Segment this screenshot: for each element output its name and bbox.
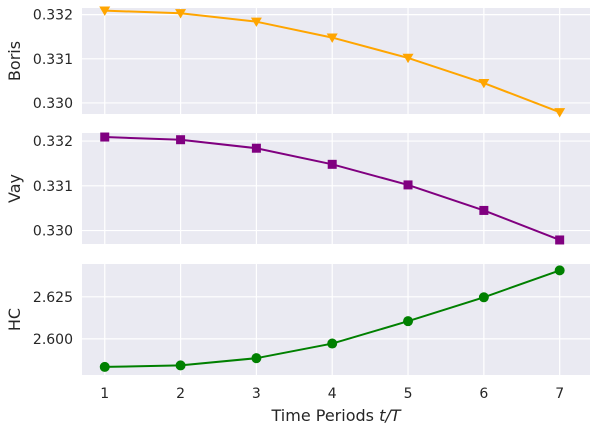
panel-2: 0.330 0.331 0.332 Vay bbox=[5, 132, 590, 245]
y-tick-label: 0.332 bbox=[33, 134, 73, 150]
data-point bbox=[99, 361, 110, 372]
x-axis-label: Time Periods t/T bbox=[271, 406, 402, 425]
data-point bbox=[403, 316, 414, 327]
x-tick-label: 3 bbox=[252, 386, 261, 402]
y-tick-label: 0.330 bbox=[33, 224, 73, 240]
data-point bbox=[403, 180, 413, 190]
y-tick-label: 2.600 bbox=[33, 332, 73, 348]
data-point bbox=[478, 78, 490, 89]
panel-1: 0.330 0.331 0.332 Boris bbox=[5, 6, 590, 118]
plot-background bbox=[82, 8, 590, 114]
data-point bbox=[327, 338, 338, 349]
y-tick-label: 0.332 bbox=[33, 8, 73, 24]
data-point bbox=[327, 159, 337, 169]
data-point bbox=[402, 53, 414, 64]
data-point bbox=[478, 292, 489, 303]
x-axis-label-math: t/T bbox=[379, 406, 402, 425]
data-point bbox=[175, 9, 187, 19]
y-axis-label: Boris bbox=[5, 41, 24, 81]
plot-background bbox=[82, 133, 590, 244]
x-tick-label: 1 bbox=[100, 386, 109, 402]
x-tick-label: 7 bbox=[555, 386, 564, 402]
data-point bbox=[100, 132, 110, 142]
x-tick-label: 5 bbox=[404, 386, 413, 402]
data-point bbox=[326, 33, 338, 43]
data-point bbox=[554, 108, 566, 118]
data-point bbox=[479, 205, 489, 215]
y-axis-label: Vay bbox=[5, 174, 24, 203]
y-tick-label: 2.625 bbox=[33, 290, 73, 306]
y-tick-label: 0.331 bbox=[33, 52, 73, 68]
data-point bbox=[250, 17, 262, 27]
plot-background bbox=[82, 264, 590, 375]
panel-3: 2.600 2.625 HC bbox=[5, 264, 590, 375]
y-axis-label: HC bbox=[5, 308, 24, 331]
y-tick-label: 0.331 bbox=[33, 179, 73, 195]
x-axis-label-text: Time Periods bbox=[271, 406, 374, 425]
data-point bbox=[175, 360, 186, 371]
data-point bbox=[176, 135, 186, 145]
data-point bbox=[251, 143, 261, 153]
data-point bbox=[99, 6, 111, 16]
y-tick-label: 0.330 bbox=[33, 96, 73, 112]
x-tick-label: 2 bbox=[176, 386, 185, 402]
x-tick-label: 4 bbox=[328, 386, 337, 402]
x-tick-label: 6 bbox=[479, 386, 488, 402]
data-point bbox=[251, 353, 262, 364]
data-point bbox=[554, 265, 565, 276]
data-point bbox=[555, 235, 565, 245]
